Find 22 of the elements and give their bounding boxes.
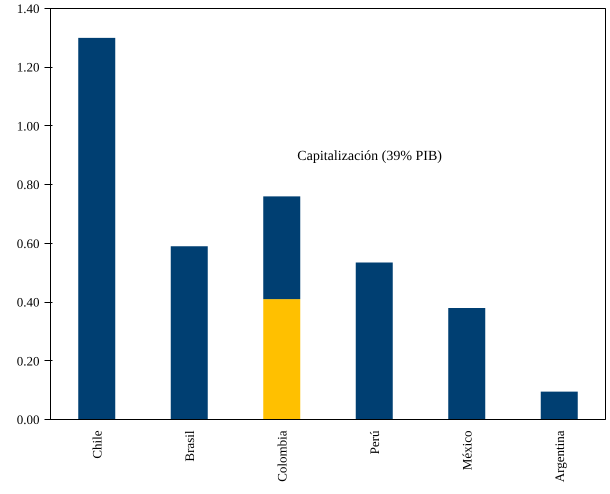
x-tick-label: México (459, 430, 474, 470)
y-tick-label: 1.20 (16, 60, 40, 75)
y-tick-label: 0.60 (16, 236, 40, 251)
annotation: Capitalización (39% PIB) (297, 149, 442, 164)
y-tick-label: 0.80 (16, 177, 40, 192)
bar (263, 196, 300, 300)
y-tick-label: 1.40 (16, 1, 40, 16)
y-tick-label: 0.40 (16, 294, 40, 310)
bar (448, 308, 486, 420)
bar (170, 246, 208, 420)
x-tick-label: Colombia (274, 430, 290, 482)
bar (540, 392, 578, 420)
y-tick-label: 0.00 (16, 412, 40, 427)
y-tick-label: 1.00 (16, 118, 40, 134)
bar (263, 299, 300, 420)
x-tick-label: Perú (366, 430, 382, 454)
bar (356, 262, 393, 420)
x-tick-label: Argentina (552, 430, 567, 482)
x-tick-label: Brasil (182, 430, 197, 462)
x-tick-label: Chile (89, 430, 104, 459)
bar (78, 38, 116, 420)
y-tick-label: 0.20 (16, 353, 40, 368)
